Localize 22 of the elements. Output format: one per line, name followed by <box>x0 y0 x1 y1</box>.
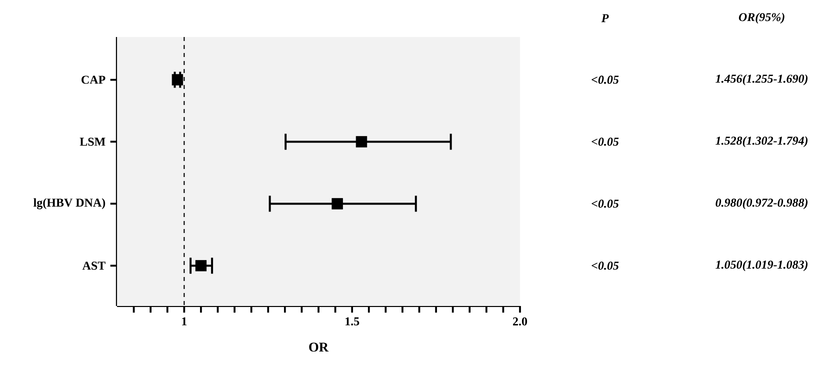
point <box>195 260 207 272</box>
text: <0.05 <box>592 138 619 146</box>
text: 1.456(1.255-1.690) <box>716 74 808 86</box>
x-tick-label: 1 <box>182 317 187 326</box>
text: <0.05 <box>592 76 619 84</box>
point <box>356 136 368 148</box>
y-tick-label: CAP <box>82 76 106 84</box>
point <box>332 198 343 210</box>
text: 1.528(1.302-1.794) <box>716 136 808 148</box>
x-tick-label: 1.5 <box>346 317 360 326</box>
x-tick-label: 2.0 <box>513 317 528 326</box>
text: P <box>601 14 609 22</box>
text: OR(95%) <box>738 12 784 24</box>
y-tick-label: lg(HBV DNA) <box>34 198 106 210</box>
y-tick-label: AST <box>82 262 106 270</box>
text: 0.980(0.972-0.988) <box>716 198 808 210</box>
x-axis-title: OR <box>309 342 329 352</box>
text: <0.05 <box>592 200 619 208</box>
text: <0.05 <box>592 262 619 270</box>
y-tick-label: LSM <box>80 138 106 146</box>
point <box>172 74 184 86</box>
text: 1.050(1.019-1.083) <box>716 260 808 272</box>
